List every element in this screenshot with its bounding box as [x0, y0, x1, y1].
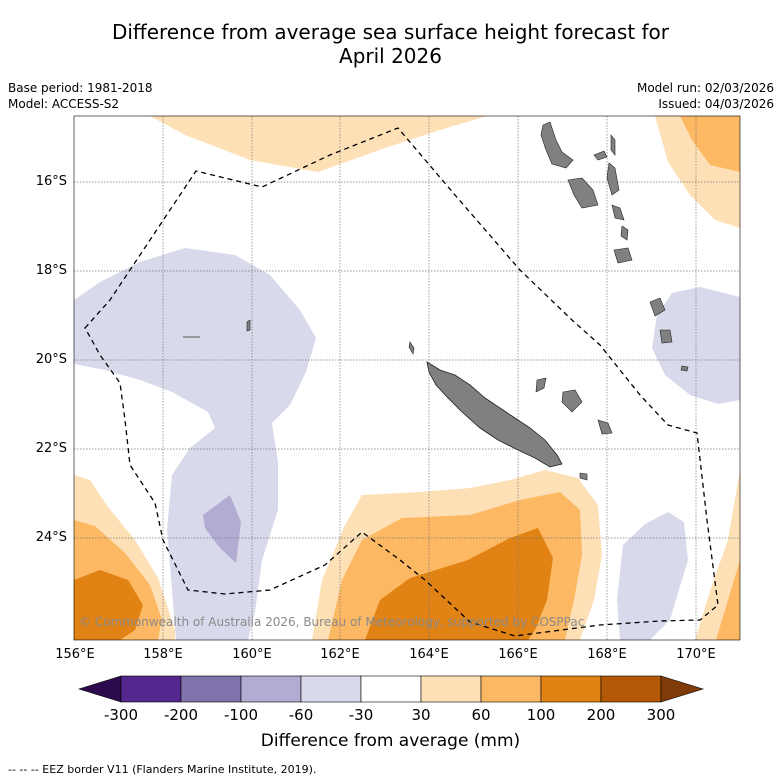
colorbar-bin [480, 675, 542, 703]
anomaly-region-moderate-northeast [680, 116, 740, 172]
colorbar-tick: -60 [288, 706, 314, 724]
colorbar-bin [360, 675, 422, 703]
lon-label-168e: 168°E [587, 647, 627, 662]
loyalty-island [561, 389, 583, 413]
copyright-notice: © Commonwealth of Australia 2026, Bureau… [79, 615, 585, 629]
gridlines [74, 116, 740, 640]
map-frame [73, 115, 741, 641]
island [680, 365, 689, 372]
lat-label-20s: 20°S [35, 352, 67, 367]
lon-label-158e: 158°E [143, 647, 183, 662]
lon-label-170e: 170°E [676, 647, 716, 662]
base-period: Base period: 1981-2018 [8, 81, 153, 95]
island [649, 297, 666, 317]
colorbar-tick: -30 [348, 706, 374, 724]
colorbar-bin [180, 675, 242, 703]
model-run: Model run: 02/03/2026 [636, 81, 774, 95]
island [408, 341, 415, 355]
colorbar-tick: 100 [526, 706, 556, 724]
lon-label-156e: 156°E [55, 647, 95, 662]
map-panel [74, 116, 740, 640]
colorbar-tick: 200 [586, 706, 616, 724]
anomaly-region-moderate-southeast [716, 560, 740, 640]
lon-label-164e: 164°E [409, 647, 449, 662]
vanuatu-island [593, 150, 608, 161]
anomaly-region-high-southwest [74, 570, 143, 640]
colorbar-label: Difference from average (mm) [260, 731, 521, 751]
colorbar-bin [540, 675, 602, 703]
colorbar-tick: 60 [471, 706, 491, 724]
colorbar-tick: -100 [223, 706, 259, 724]
colorbar [77, 675, 705, 703]
anomaly-region-positive-north [150, 116, 487, 172]
model-name: Model: ACCESS-S2 [8, 97, 120, 111]
colorbar-bin [300, 675, 362, 703]
lat-label-16s: 16°S [35, 174, 67, 189]
lon-label-162e: 162°E [320, 647, 360, 662]
island [246, 319, 251, 332]
colorbar-bin [120, 675, 182, 703]
loyalty-island [597, 419, 613, 435]
colorbar-tick: -300 [103, 706, 139, 724]
anomaly-region-negative-southeast [617, 512, 688, 640]
colorbar-tick: -200 [163, 706, 199, 724]
anomaly-region-negative-core [203, 495, 241, 563]
eez-footnote: -- -- -- EEZ border V11 (Flanders Marine… [8, 763, 317, 776]
island [579, 472, 588, 481]
vanuatu-island [610, 134, 616, 156]
new-caledonia-island [426, 361, 563, 468]
eez-border [84, 127, 719, 637]
colorbar-bin [240, 675, 302, 703]
lat-label-18s: 18°S [35, 263, 67, 278]
colorbar-tick: 30 [411, 706, 431, 724]
colorbar-tick: 300 [646, 706, 676, 724]
vanuatu-island [620, 225, 629, 241]
loyalty-island [535, 377, 547, 393]
anomaly-region-negative-west [74, 248, 316, 640]
colorbar-bin [420, 675, 482, 703]
vanuatu-island [567, 177, 599, 209]
vanuatu-island [606, 162, 620, 196]
colorbar-extend-low [77, 675, 122, 703]
title-line-2: April 2026 [339, 44, 442, 68]
vanuatu-island [611, 204, 625, 221]
lon-label-160e: 160°E [232, 647, 272, 662]
vanuatu-island [613, 247, 633, 264]
island [659, 329, 673, 344]
colorbar-extend-high [660, 675, 705, 703]
lat-label-24s: 24°S [35, 530, 67, 545]
colorbar-bin [600, 675, 662, 703]
lon-label-166e: 166°E [498, 647, 538, 662]
lat-label-22s: 22°S [35, 441, 67, 456]
anomaly-region-high-south [365, 528, 553, 640]
title-line-1: Difference from average sea surface heig… [111, 20, 670, 44]
vanuatu-island [540, 121, 574, 169]
issued-date: Issued: 04/03/2026 [658, 97, 774, 111]
